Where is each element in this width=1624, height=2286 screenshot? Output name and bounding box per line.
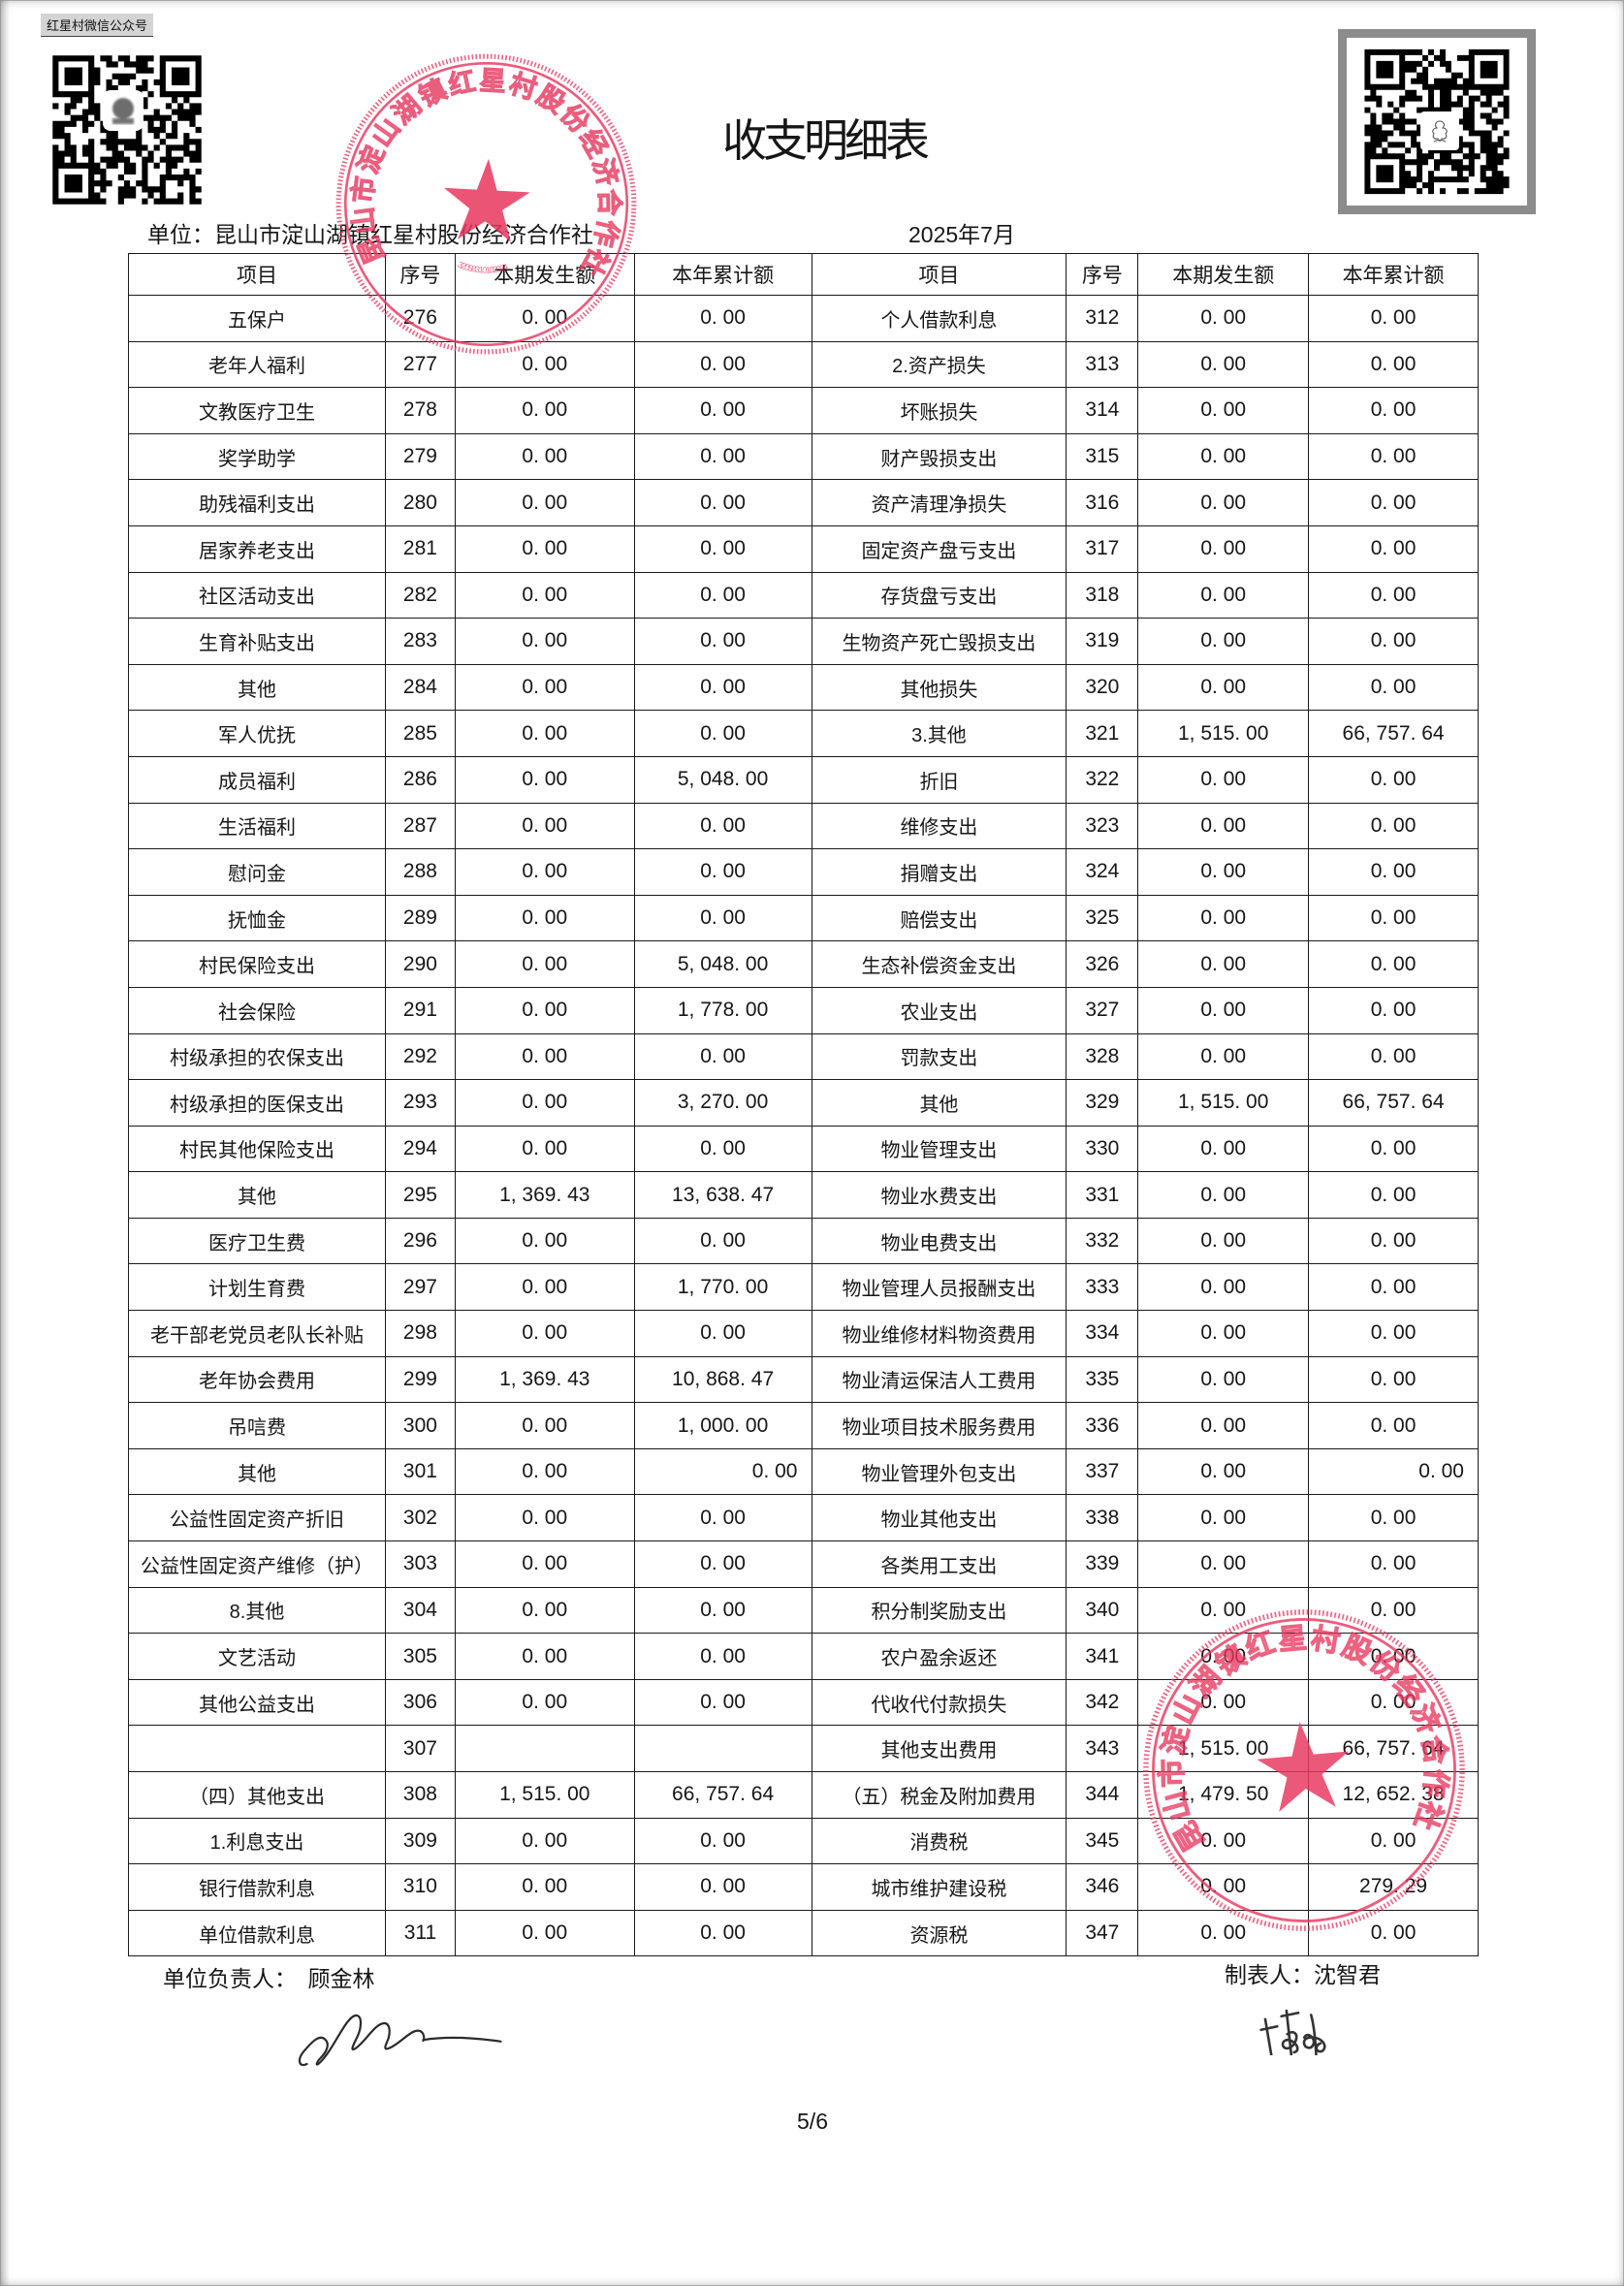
- svg-text:村: 村: [1309, 1622, 1342, 1658]
- svg-text:合: 合: [1417, 1733, 1452, 1767]
- svg-text:市: 市: [1156, 1759, 1190, 1788]
- svg-text:山: 山: [1159, 1788, 1197, 1824]
- svg-text:社: 社: [1408, 1796, 1448, 1834]
- svg-text:星: 星: [1277, 1622, 1308, 1656]
- svg-text:星: 星: [479, 65, 507, 96]
- svg-text:合: 合: [594, 189, 624, 216]
- svg-text:济: 济: [588, 155, 623, 189]
- svg-text:作: 作: [589, 217, 624, 250]
- svg-text:山: 山: [347, 206, 380, 236]
- svg-text:作: 作: [1417, 1767, 1452, 1798]
- svg-text:红: 红: [446, 66, 478, 101]
- svg-text:市: 市: [347, 175, 380, 205]
